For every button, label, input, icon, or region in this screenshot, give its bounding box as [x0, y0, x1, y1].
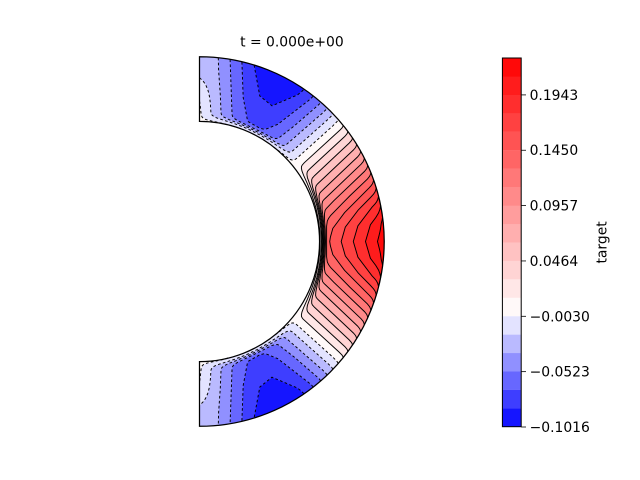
- contour-line-level-17: [352, 196, 379, 287]
- contour-line-level-6: [199, 100, 339, 383]
- contour-line-level-13: [324, 165, 369, 318]
- contour-line-level-15: [329, 179, 375, 304]
- contour-line-level-7: [300, 125, 344, 358]
- contour-line-level-10: [315, 144, 358, 339]
- contour-line-level-2: [241, 61, 314, 422]
- contour-line-level-14: [326, 172, 372, 311]
- colorbar-band-5: [502, 316, 522, 335]
- colorbar-ticks: [521, 94, 526, 428]
- plot-title: t = 0.000e+00: [240, 35, 344, 51]
- contour-fills: [199, 56, 385, 427]
- colorbar-tick-label-1: 0.1450: [530, 143, 579, 159]
- colorbar-band-14: [502, 150, 522, 169]
- colorbar-tick-label-6: −0.1016: [530, 420, 590, 436]
- colorbar-band-15: [502, 131, 522, 151]
- colorbar-tick-label-3: 0.0464: [530, 254, 579, 270]
- colorbar-band-0: [502, 408, 522, 427]
- colorbar-tick-label-0: 0.1943: [530, 88, 579, 104]
- colorbar-band-9: [502, 242, 522, 261]
- contour-line-level-18: [365, 204, 382, 279]
- colorbar-tick-labels: 0.1943 0.1450 0.0957 0.0464 −0.0030 −0.0…: [530, 88, 590, 436]
- colorbar-band-6: [502, 297, 522, 317]
- colorbar-band-18: [502, 76, 522, 96]
- colorbar-tick-label-4: −0.0030: [530, 309, 590, 325]
- colorbar-tick-label-5: −0.0523: [530, 365, 590, 381]
- colorbar-band-13: [502, 168, 522, 188]
- colorbar: [502, 58, 522, 427]
- colorbar-band-17: [502, 94, 522, 114]
- contour-line-level-1: [253, 64, 305, 419]
- colorbar-band-1: [502, 389, 522, 409]
- colorbar-band-16: [502, 113, 522, 132]
- contour-line-level-16: [340, 187, 377, 296]
- contour-line-level-3: [229, 59, 321, 424]
- colorbar-band-11: [502, 205, 522, 225]
- colorbar-band-4: [502, 334, 522, 354]
- contour-line-level-19: [377, 217, 383, 266]
- contour-line-level-11: [318, 151, 362, 332]
- colorbar-axis-label: target: [595, 221, 611, 264]
- contour-line-level-4: [217, 57, 328, 426]
- domain-boundary-outline: [198, 56, 385, 427]
- contour-line-level-9: [311, 137, 353, 346]
- colorbar-outline: [501, 57, 522, 428]
- colorbar-band-12: [502, 187, 522, 206]
- colorbar-band-8: [502, 260, 522, 280]
- colorbar-tick-label-2: 0.0957: [530, 199, 579, 215]
- colorbar-band-3: [502, 352, 522, 372]
- contour-lines: [199, 57, 383, 426]
- colorbar-band-19: [502, 58, 522, 77]
- contour-line-level-5: [199, 77, 334, 406]
- colorbar-band-7: [502, 279, 522, 298]
- colorbar-band-2: [502, 371, 522, 390]
- colorbar-band-10: [502, 223, 522, 243]
- contour-line-level-8: [306, 131, 349, 352]
- contour-line-level-12: [321, 158, 365, 325]
